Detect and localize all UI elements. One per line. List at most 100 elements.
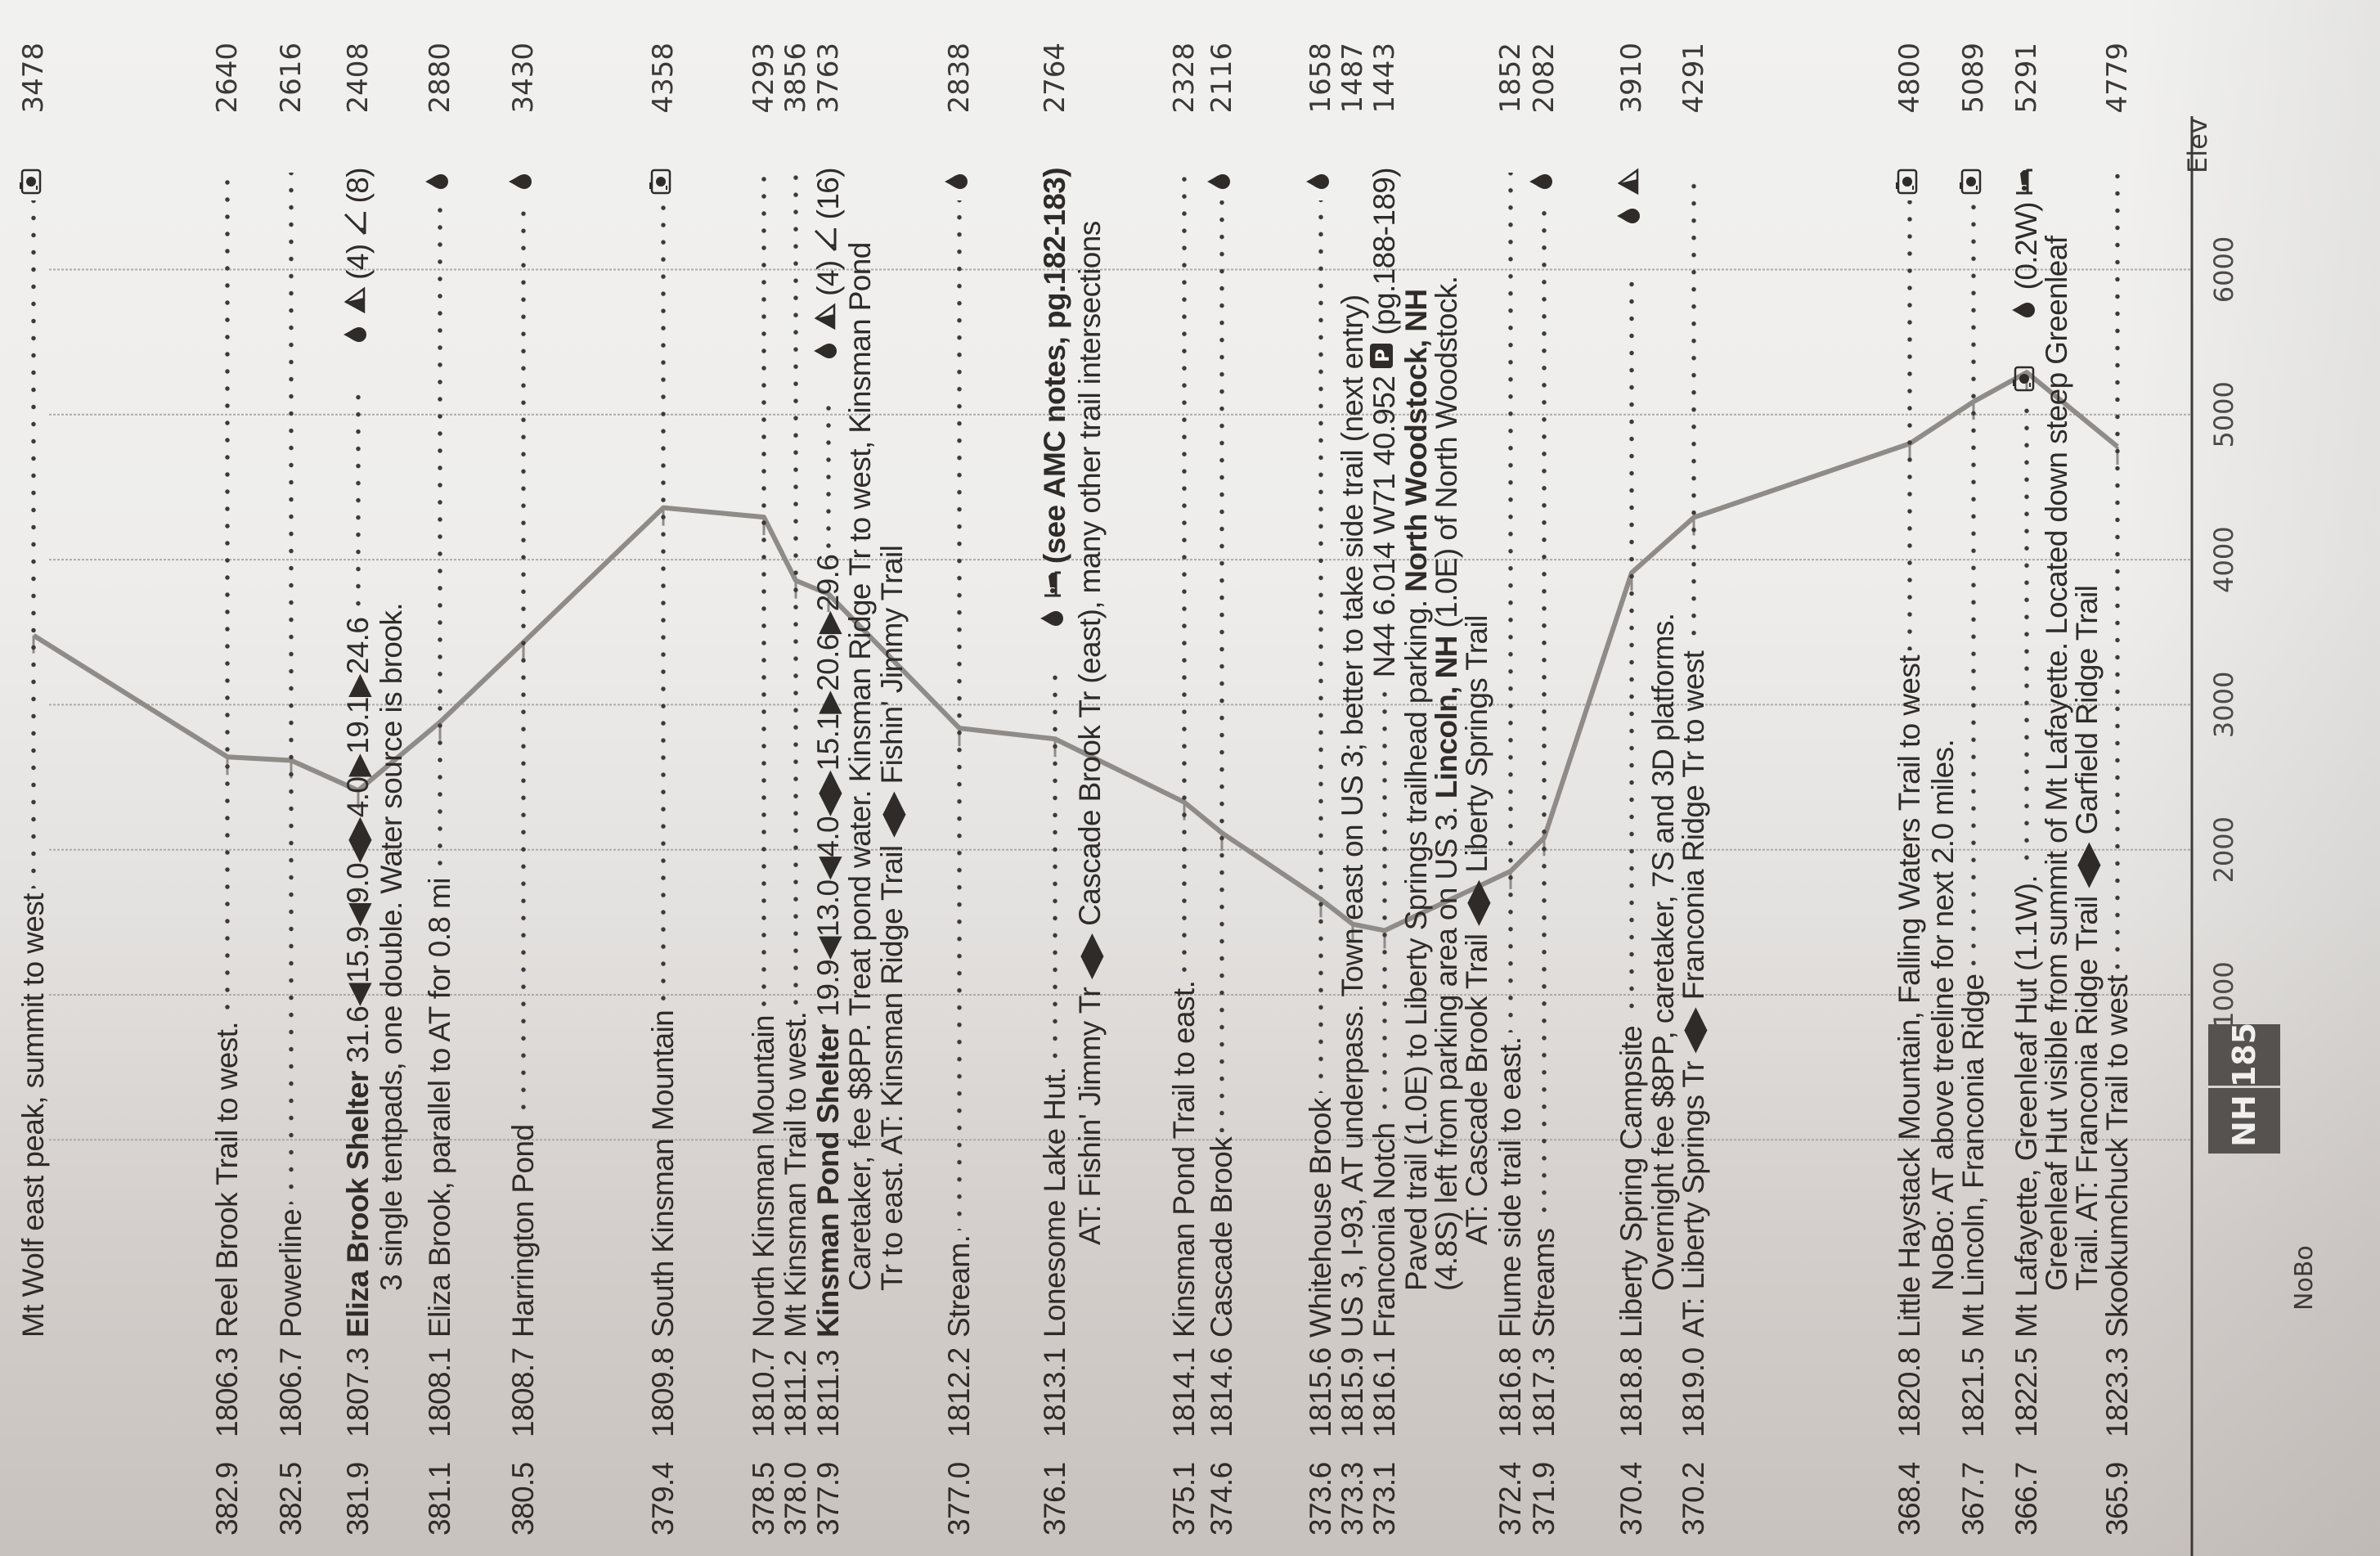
description-text: NoBo: AT above treeline for next 2.0 mil… [1926,739,1960,1291]
waypoint-description: (4.8S) left from parking area on US 3. L… [1430,277,1463,1338]
nobo-mileage: 1806.7 [274,1347,308,1437]
description-text: (1.0E) of North Woodstock. [1430,276,1463,636]
description-text: Overnight fee $8PP, caretaker, 7S and 3D… [1646,613,1680,1291]
waypoint-row: 371.9 1817.3 Streams 2082 [1527,43,1561,1536]
nobo-mileage: 1808.7 [506,1347,540,1437]
sobo-mileage: 382.9 [210,1462,244,1536]
amenity-icons [1893,168,1927,196]
description-text: Little Haystack Mountain, Falling Waters… [1893,655,1926,1338]
waypoint-description: Kinsman Pond Shelter 19.9◀13.0◀4.0◀▶15.1… [811,555,845,1338]
waypoint-row: 377.9 1811.3 Kinsman Pond Shelter 19.9◀13.… [811,43,846,1536]
nobo-mileage: 1822.5 [2010,1347,2043,1437]
waypoint-description: Paved trail (1.0E) to Liberty Springs tr… [1399,289,1433,1338]
waypoint-row: 373.1 1816.1 Franconia Notch N44 6.014 W71 … [1367,43,1402,1536]
description-text: Greenleaf Hut visible from summit of Mt … [2040,236,2073,1291]
entry-continuation: AT: Cascade Brook Trail ◀▶ Liberty Sprin… [1460,43,1493,1536]
coordinates-note: N44 6.014 W71 40.952 [1367,376,1401,678]
description-text: Streams [1527,1228,1560,1338]
parking-icon: P [1367,342,1402,370]
bed-icon [1038,570,1072,598]
waypoint-row: 367.7 1821.5 Mt Lincoln, Franconia Ridge 50… [1956,43,1991,1536]
sobo-mileage: 373.6 [1304,1462,1337,1536]
amenity-icons [506,168,541,196]
shelter-icon [811,226,846,254]
drop-icon [423,168,457,196]
amenity-icons: (4) (16) [811,168,846,399]
entry-continuation: Greenleaf Hut visible from summit of Mt … [2040,43,2073,1536]
entry-continuation: Tr to east. AT: Kinsman Ridge Trail ◀▶ F… [875,43,909,1536]
dot-leader [211,173,244,1018]
nobo-mileage: 1817.3 [1527,1347,1560,1437]
dot-leader [812,403,845,550]
elevation-tick-label: 4000 [2208,526,2239,593]
sobo-mileage: 365.9 [2100,1462,2134,1536]
amenity-icons [646,168,680,196]
description-text: Mt Lincoln, Franconia Ridge [1956,974,1990,1338]
entry-continuation: Paved trail (1.0E) to Liberty Springs tr… [1399,43,1433,1536]
nobo-mileage: 1808.1 [423,1347,456,1437]
elevation-value: 2408 [342,43,375,114]
description-text: Kinsman Pond Trail to east. [1167,980,1201,1338]
bed-icon [2010,168,2044,196]
dot-leader [424,200,456,874]
drop-icon [811,337,846,365]
camera-icon [646,168,680,196]
svg-text:P: P [1373,349,1394,362]
amenity-icons: (4) (8) [341,168,375,383]
waypoint-description: Powerline [274,1209,308,1338]
amenity-icons: (0.2W) [2010,168,2044,393]
dot-leader [2101,173,2134,971]
waypoint-row: 382.5 1806.7 Powerline 2616 [274,43,308,1536]
drop-icon [1527,168,1561,196]
sobo-mileage: 378.5 [747,1462,780,1536]
sobo-mileage: 370.4 [1614,1462,1648,1536]
waypoint-row: 370.2 1819.0 AT: Liberty Springs Tr ◀▶ Fra… [1677,43,1710,1536]
amenity-icons [1205,168,1239,196]
waypoint-row: 377.0 1812.2 Stream. 2838 [942,43,977,1536]
waypoint-description: Little Haystack Mountain, Falling Waters… [1893,655,1926,1338]
elevation-value: 2880 [424,43,456,114]
description-text: Eliza Brook, parallel to AT for 0.8 mi [423,878,456,1338]
nobo-mileage: 1815.9 [1336,1347,1369,1437]
moon-icon [1038,639,1072,667]
waypoint-row: 370.4 1818.8 Liberty Spring Campsite 3910 [1614,43,1649,1536]
moon-icon [2010,331,2044,358]
capacity-note: (4) [341,244,375,280]
description-text: Skookumchuck Trail to west [2100,975,2134,1338]
waypoint-row: 382.9 1806.3 Reel Brook Trail to west. 2640 [210,43,244,1536]
nobo-mileage: 1823.3 [2100,1347,2134,1437]
description-text: Lonesome Lake Hut. [1038,1067,1071,1338]
waypoint-description: Mt Lincoln, Franconia Ridge [1956,974,1990,1338]
elevation-value: 2616 [275,43,308,114]
elevation-value: 2640 [211,43,244,114]
drop-icon [506,168,541,196]
reference-note: (see AMC notes, pg.182-183) [1038,168,1071,564]
moon-icon [1614,236,1649,264]
camera-icon [1956,168,1991,196]
description-text: Liberty Spring Campsite [1614,1025,1648,1338]
dot-leader [1206,200,1238,1132]
dot-leader [1168,173,1201,976]
nobo-mileage: 1810.7 [747,1347,780,1437]
elevation-value: 5089 [1957,43,1990,114]
waypoint-row: 376.1 1813.1 Lonesome Lake Hut. (see AMC no… [1038,43,1072,1536]
amenity-icons [423,168,457,196]
sobo-mileage: 381.1 [423,1462,456,1536]
entry-continuation: AT: Fishin' Jimmy Tr ◀▶ Cascade Brook Tr… [1073,43,1107,1536]
elevation-value: 1658 [1305,43,1337,114]
dot-leader [1305,200,1337,1094]
waypoint-row: 374.6 1814.6 Cascade Brook 2116 [1205,43,1239,1536]
nobo-mileage: 1818.8 [1614,1347,1648,1437]
waypoint-description: Eliza Brook Shelter 31.6◀15.9◀9.0◀▶4.0▶1… [341,618,375,1338]
drop-icon [1304,168,1338,196]
waypoint-description: North Kinsman Mountain [747,1015,780,1338]
nobo-mileage: 1812.2 [942,1347,976,1437]
nobo-mileage: 1809.8 [646,1347,680,1437]
elevation-value: 4800 [1893,43,1926,114]
amenity-icons: P (pg.188-189) [1367,168,1402,370]
amenity-icons [942,168,977,196]
sobo-mileage: 378.0 [779,1462,812,1536]
waypoint-description: Reel Brook Trail to west. [210,1022,244,1338]
description-text: Cascade Brook [1205,1136,1238,1338]
nobo-mileage: 1807.3 [341,1347,375,1437]
